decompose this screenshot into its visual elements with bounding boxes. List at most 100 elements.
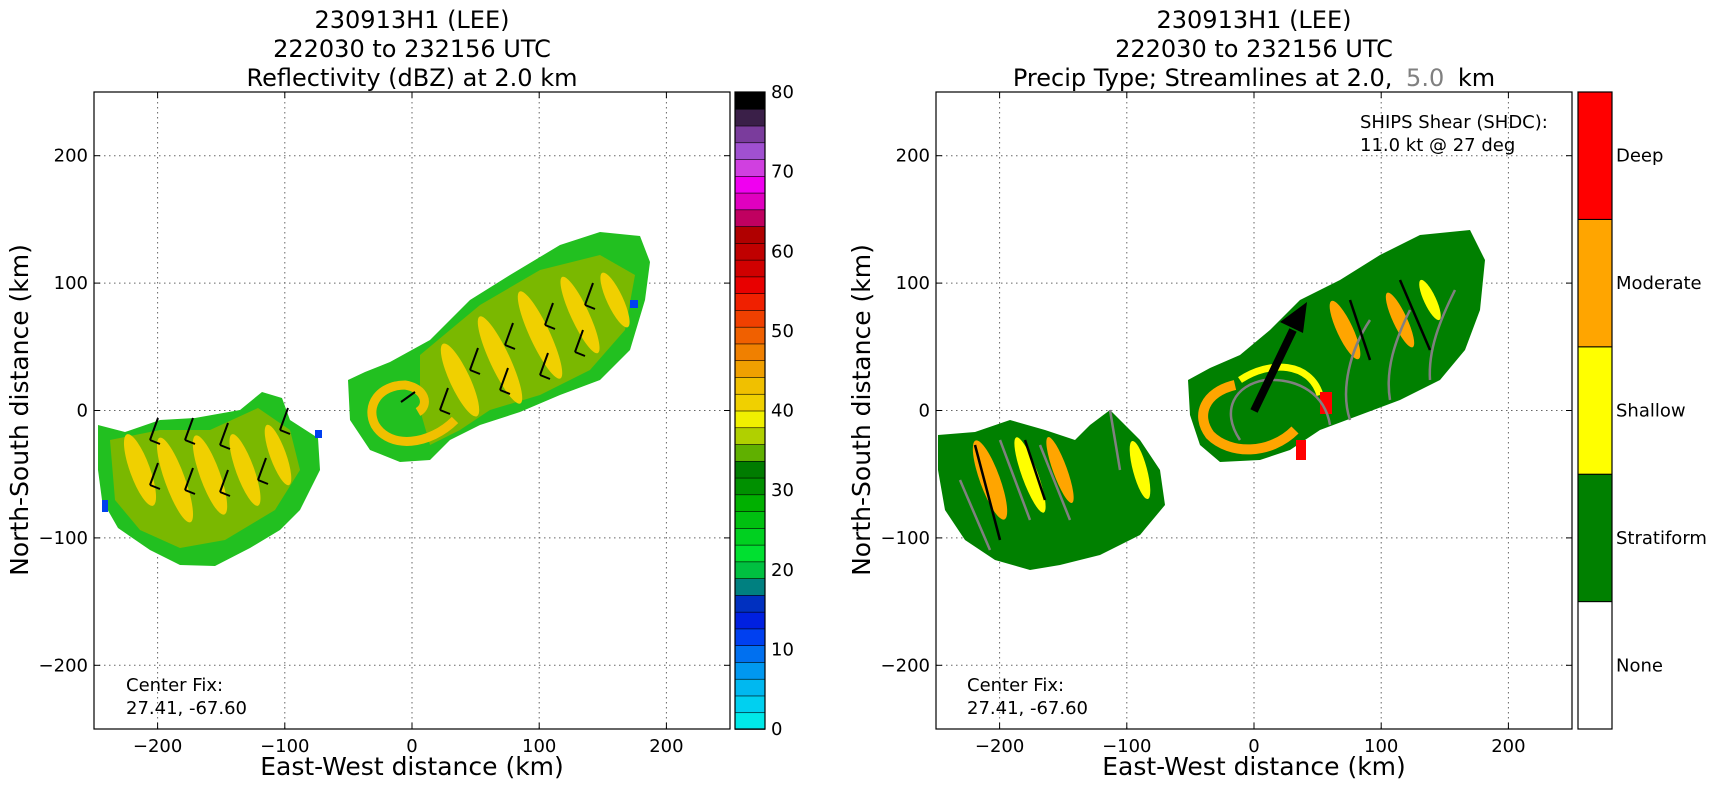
reflectivity-high-streaks-east <box>440 272 630 417</box>
left-y-tick-label: −100 <box>39 528 88 549</box>
colorbar-tick-label: 50 <box>771 321 794 342</box>
colorbar-segment <box>734 443 766 462</box>
left-y-tick-label: 0 <box>77 401 88 422</box>
reflectivity-spiral-arm <box>367 380 459 446</box>
left-x-tick-label: 200 <box>649 736 683 757</box>
colorbar-segment <box>734 292 766 311</box>
right-title-line-3: Precip Type; Streamlines at 2.0, 5.0 km <box>1013 64 1495 92</box>
shear-annotation-value: 11.0 kt @ 27 deg <box>1360 135 1515 156</box>
colorbar-segment <box>734 225 766 244</box>
right-y-axis-label: North-South distance (km) <box>847 244 876 576</box>
colorbar-segment <box>734 510 766 529</box>
right-title-line-2: 222030 to 232156 UTC <box>1115 35 1393 63</box>
category-swatch-stratiform <box>1577 473 1613 603</box>
reflectivity-low-edges <box>102 300 638 512</box>
left-y-tick-label: 100 <box>54 273 88 294</box>
left-x-tick-label: 100 <box>522 736 556 757</box>
colorbar-segment <box>734 141 766 160</box>
left-x-axis-label: East-West distance (km) <box>260 752 564 781</box>
colorbar-segment <box>734 711 766 730</box>
category-swatch-shallow <box>1577 346 1613 475</box>
colorbar-segment <box>734 376 766 395</box>
right-x-tick-label: −100 <box>1102 736 1151 757</box>
colorbar-segment <box>734 594 766 613</box>
right-y-tick-label: −200 <box>881 655 930 676</box>
colorbar-segment <box>734 628 766 646</box>
colorbar-segment <box>734 426 766 445</box>
colorbar-segment <box>734 359 766 378</box>
streamlines-5km <box>958 289 1457 551</box>
shear-annotation-title: SHIPS Shear (SHDC): <box>1360 112 1548 133</box>
colorbar-segment <box>734 175 766 194</box>
colorbar-segment <box>734 125 766 144</box>
right-title-unit: km <box>1458 64 1495 92</box>
precip-type-panel: 230913H1 (LEE) 222030 to 232156 UTC Prec… <box>847 6 1707 781</box>
reflectivity-echoes <box>98 232 650 566</box>
colorbar-segment <box>734 678 766 697</box>
colorbar-segment <box>734 393 766 412</box>
category-swatch-deep <box>1577 91 1613 220</box>
category-label-none: None <box>1616 655 1663 676</box>
left-x-tick-label: 0 <box>406 736 417 757</box>
colorbar-segment <box>734 494 766 512</box>
left-y-tick-label: 200 <box>54 146 88 167</box>
colorbar-segment <box>734 544 766 563</box>
precip-shallow-moderate-streaks <box>972 279 1441 520</box>
colorbar-segment <box>734 343 766 362</box>
category-label-shallow: Shallow <box>1616 401 1686 422</box>
category-label-deep: Deep <box>1616 146 1663 167</box>
colorbar-frame <box>734 91 766 730</box>
wind-barbs <box>149 282 596 497</box>
colorbar-segment <box>734 477 766 496</box>
left-axis-ticks: −200 −100 0 100 200 −200 −100 0 100 200 <box>39 92 730 757</box>
reflectivity-high-streaks-west <box>123 424 292 523</box>
right-x-tick-label: 100 <box>1364 736 1398 757</box>
left-x-tick-label: −200 <box>133 736 182 757</box>
right-center-fix-value: 27.41, -67.60 <box>967 698 1088 719</box>
right-axis-ticks: −200 −100 0 100 200 −200 −100 0 100 200 <box>881 92 1572 757</box>
colorbar-segment <box>734 108 766 127</box>
right-x-axis-label: East-West distance (km) <box>1102 752 1406 781</box>
category-colorbar-frame <box>1577 91 1613 730</box>
left-center-fix-label: Center Fix: <box>126 675 223 696</box>
right-x-tick-label: 200 <box>1491 736 1525 757</box>
colorbar-segment <box>734 527 766 546</box>
right-y-tick-label: −100 <box>881 528 930 549</box>
colorbar-tick-label: 70 <box>771 162 794 183</box>
precip-type-colorbar: None Stratiform Shallow Moderate Deep <box>1577 91 1707 730</box>
colorbar-tick-label: 30 <box>771 480 794 501</box>
colorbar-segment <box>734 242 766 261</box>
colorbar-segment <box>734 91 766 110</box>
colorbar-segment <box>734 192 766 211</box>
category-swatch-moderate <box>1577 218 1613 348</box>
colorbar-tick-label: 20 <box>771 560 794 581</box>
right-x-tick-label: −200 <box>975 736 1024 757</box>
right-center-fix-label: Center Fix: <box>967 675 1064 696</box>
colorbar-segment <box>734 259 766 278</box>
colorbar-segment <box>734 644 766 663</box>
shear-vector-arrow <box>1250 328 1297 413</box>
right-x-tick-label: 0 <box>1248 736 1259 757</box>
colorbar-segment <box>734 611 766 630</box>
colorbar-segment <box>734 661 766 680</box>
colorbar-segment <box>734 209 766 227</box>
right-title-line-3-main: Precip Type; Streamlines at 2.0, <box>1013 64 1393 92</box>
left-x-tick-label: −100 <box>260 736 309 757</box>
colorbar-segment <box>734 158 766 177</box>
colorbar-segment <box>734 695 766 714</box>
left-title-line-3: Reflectivity (dBZ) at 2.0 km <box>247 64 578 92</box>
right-gridlines <box>936 92 1572 729</box>
precip-inner-arc <box>1238 363 1324 397</box>
right-title-line-1: 230913H1 (LEE) <box>1157 6 1352 34</box>
precip-type-echoes <box>938 230 1485 570</box>
colorbar-segment <box>734 561 766 579</box>
left-center-fix-value: 27.41, -67.60 <box>126 698 247 719</box>
streamlines-2km <box>973 279 1432 541</box>
colorbar-segment <box>734 326 766 345</box>
left-y-tick-label: −200 <box>39 655 88 676</box>
colorbar-tick-label: 80 <box>771 82 794 103</box>
colorbar-segment <box>734 410 766 429</box>
reflectivity-colorbar: 0 10 20 30 40 50 60 70 80 <box>734 82 794 740</box>
shear-vector-arrowhead <box>1280 302 1307 333</box>
